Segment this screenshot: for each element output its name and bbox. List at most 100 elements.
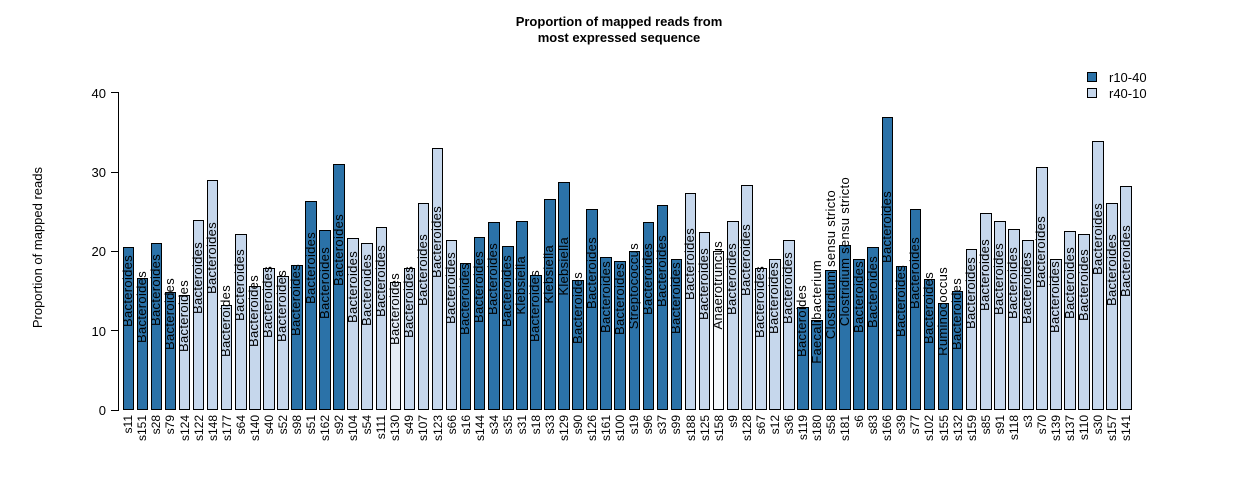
bar-taxon-label-s67: Bacteroides — [752, 266, 768, 339]
chart-title-line1: Proportion of mapped reads from — [515, 14, 723, 29]
bar-s140: Bacteroides — [246, 275, 261, 410]
x-tick-label-s148: s148 — [205, 415, 220, 442]
bar-s124: Bacteroides — [176, 280, 191, 410]
bar-s35: Bacteroides — [499, 245, 515, 410]
x-tick-label-s9: s9 — [725, 415, 740, 428]
bar-taxon-label-s85: Bacteroides — [977, 238, 993, 311]
bar-taxon-label-s122: Bacteroides — [190, 242, 206, 315]
x-tick-label-s180: s180 — [810, 415, 825, 442]
bar-s110: Bacteroides — [1076, 233, 1091, 410]
x-tick-label-s137: s137 — [1063, 415, 1078, 442]
x-tick-label-s35: s35 — [500, 415, 515, 435]
bar-s180: Faecalibacterium — [809, 260, 824, 410]
x-tick-label-s18: s18 — [528, 415, 543, 435]
bar-s83: Bacteroides — [864, 247, 880, 410]
bar-taxon-label-s36: Bacteroides — [780, 251, 796, 324]
bar-taxon-label-s51: Bacteroides — [302, 232, 318, 305]
x-tick-label-s122: s122 — [191, 415, 206, 442]
bar-s188: Bacteroides — [682, 192, 697, 410]
x-tick-label-s100: s100 — [613, 415, 628, 442]
y-tick-label-20: 20 — [91, 244, 106, 260]
bar-s37: Bacteroides — [653, 205, 669, 410]
x-tick-label-s12: s12 — [767, 415, 782, 435]
x-tick-label-s102: s102 — [922, 415, 937, 442]
x-tick-label-s83: s83 — [866, 415, 881, 435]
bar-taxon-label-s11: Bacteroides — [119, 255, 135, 328]
bar-s85: Bacteroides — [977, 213, 993, 410]
bar-taxon-label-s39: Bacteroides — [892, 265, 908, 338]
bar-taxon-label-s49: Bacteroides — [400, 266, 416, 339]
y-tick-30 — [111, 171, 118, 173]
x-tick-label-s151: s151 — [135, 415, 150, 442]
x-tick-label-s99: s99 — [669, 415, 684, 435]
bar-s12: Bacteroides — [766, 259, 781, 410]
bar-s96: Bacteroides — [639, 222, 655, 410]
bar-taxon-label-s83: Bacteroides — [864, 255, 880, 328]
y-tick-0 — [111, 409, 118, 411]
bar-s54: Bacteroides — [359, 243, 374, 410]
x-tick-label-s36: s36 — [781, 415, 796, 435]
bar-s3: Bacteroides — [1019, 240, 1034, 410]
bar-taxon-label-s79: Bacteroides — [161, 277, 177, 350]
bar-s91: Bacteroides — [991, 221, 1006, 410]
x-tick-label-s31: s31 — [514, 415, 529, 435]
x-tick-label-s181: s181 — [838, 415, 853, 442]
bar-taxon-label-s66: Bacteroides — [443, 251, 459, 324]
bar-taxon-label-s148: Bacteroides — [204, 222, 220, 295]
bar-taxon-label-s37: Bacteroides — [653, 234, 669, 307]
chart-title-line2: most expressed sequence — [537, 30, 701, 45]
bar-taxon-label-s18: Bacteroides — [527, 269, 543, 342]
bar-taxon-label-s139: Bacteroides — [1047, 261, 1063, 334]
legend-swatch-r10-40 — [1087, 72, 1097, 82]
x-tick-label-s67: s67 — [753, 415, 768, 435]
x-tick-label-s3: s3 — [1020, 415, 1035, 428]
x-tick-label-s111: s111 — [374, 415, 389, 440]
x-tick-label-s11: s11 — [121, 415, 136, 434]
bar-taxon-label-s96: Bacteroides — [639, 243, 655, 316]
bar-taxon-label-s155: Ruminococcus — [935, 266, 951, 356]
x-tick-label-s85: s85 — [978, 415, 993, 435]
bar-s141: Bacteroides — [1117, 186, 1133, 410]
bar-s118: Bacteroides — [1005, 229, 1020, 410]
bar-taxon-label-s92: Bacteroides — [330, 214, 346, 287]
bar-s31: Klebsiella — [513, 221, 528, 410]
bar-taxon-label-s35: Bacteroides — [499, 254, 515, 327]
x-tick-label-s58: s58 — [824, 415, 839, 435]
x-tick-label-s70: s70 — [1034, 415, 1049, 435]
bar-taxon-label-s19: Streptococcus — [625, 243, 641, 330]
bar-s144: Bacteroides — [471, 237, 487, 410]
chart-title: Proportion of mapped reads from most exp… — [0, 14, 1238, 46]
bar-s39: Bacteroides — [892, 265, 908, 410]
y-tick-40 — [111, 92, 118, 94]
bar-s158: Anaerotruncus — [710, 241, 725, 410]
bar-taxon-label-s102: Bacteroides — [920, 271, 936, 344]
bar-taxon-label-s30: Bacteroides — [1089, 202, 1105, 275]
bar-s122: Bacteroides — [190, 220, 206, 410]
bar-s157: Bacteroides — [1104, 203, 1119, 410]
bar-taxon-label-s128: Bacteroides — [738, 224, 754, 297]
bar-taxon-label-s177: Bacteroides — [218, 284, 234, 357]
bar-s9: Bacteroides — [724, 221, 739, 410]
x-tick-label-s139: s139 — [1049, 415, 1063, 442]
bar-s66: Bacteroides — [443, 239, 459, 410]
bar-taxon-label-s144: Bacteroides — [471, 250, 487, 323]
x-tick-label-s129: s129 — [557, 415, 572, 442]
x-tick-label-s141: s141 — [1119, 415, 1134, 442]
x-tick-label-s144: s144 — [472, 415, 487, 442]
bar-taxon-label-s123: Bacteroides — [429, 206, 445, 279]
bar-taxon-label-s28: Bacteroides — [147, 253, 163, 326]
legend-label-r10-40: r10-40 — [1109, 70, 1147, 85]
bar-taxon-label-s141: Bacteroides — [1117, 225, 1133, 298]
bar-s33: Klebsiella — [541, 199, 556, 410]
bar-taxon-label-s58: Clostridium sensu stricto — [822, 189, 838, 339]
x-tick-label-s188: s188 — [683, 415, 698, 442]
bar-s181: Clostridium sensu stricto — [837, 177, 852, 410]
bar-s100: Bacteroides — [612, 260, 627, 410]
bar-s148: Bacteroides — [204, 180, 220, 410]
bar-s125: Bacteroides — [696, 232, 711, 410]
bar-taxon-label-s151: Bacteroides — [133, 271, 149, 344]
bar-taxon-label-s124: Bacteroides — [176, 279, 192, 352]
x-tick-label-s39: s39 — [894, 415, 909, 435]
x-tick-label-s79: s79 — [163, 415, 178, 435]
bar-s159: Bacteroides — [963, 249, 978, 410]
